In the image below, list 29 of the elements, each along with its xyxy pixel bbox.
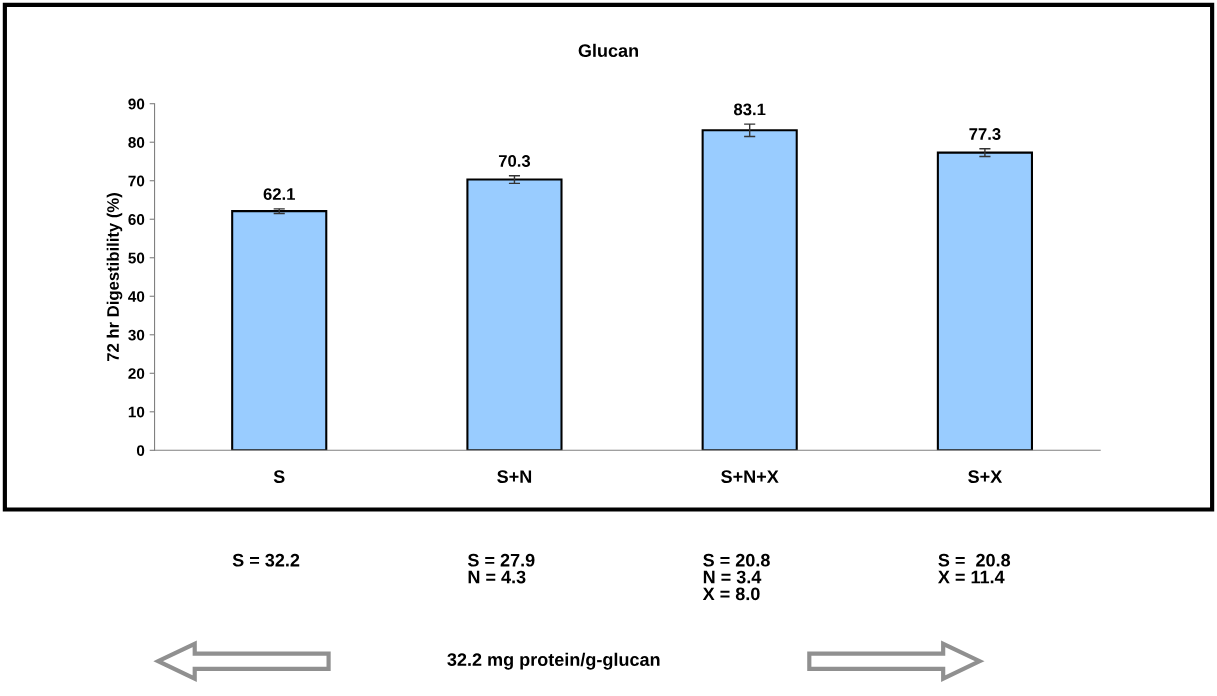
chart-title: Glucan	[578, 43, 638, 58]
y-tick-label: 0	[136, 445, 145, 456]
y-tick-label: 10	[128, 406, 145, 418]
bar	[936, 151, 1033, 451]
bar	[466, 178, 563, 451]
data-label: 77.3	[969, 128, 1001, 140]
y-tick-label: 80	[128, 137, 145, 148]
text: S = 20.8 N = 3.4 X = 8.0	[702, 553, 770, 601]
text: 32.2 mg protein/g-glucan	[447, 652, 660, 670]
data-label: 62.1	[263, 188, 295, 200]
text: S = 27.9 N = 4.3	[467, 553, 535, 584]
bar	[231, 210, 328, 451]
y-tick-label: 60	[128, 214, 145, 225]
x-tick-label: S+N	[497, 470, 532, 484]
y-tick-label: 90	[128, 98, 145, 110]
y-tick-label: 50	[128, 252, 145, 264]
text: S = 20.8 X = 11.4	[938, 553, 1011, 584]
y-axis-title: 72 hr Digestibility (%)	[106, 193, 123, 362]
data-label: 83.1	[733, 103, 766, 116]
data-label: 70.3	[498, 155, 531, 167]
y-tick-label: 70	[128, 175, 145, 187]
y-tick-label: 30	[128, 329, 145, 341]
y-tick-label: 40	[128, 291, 145, 302]
bar	[701, 129, 798, 451]
x-tick-label: S+N+X	[721, 470, 779, 484]
y-tick-label: 20	[128, 368, 145, 379]
x-tick-label: S	[273, 470, 285, 484]
text: S = 32.2	[232, 553, 300, 567]
x-tick-label: S+X	[968, 470, 1003, 484]
